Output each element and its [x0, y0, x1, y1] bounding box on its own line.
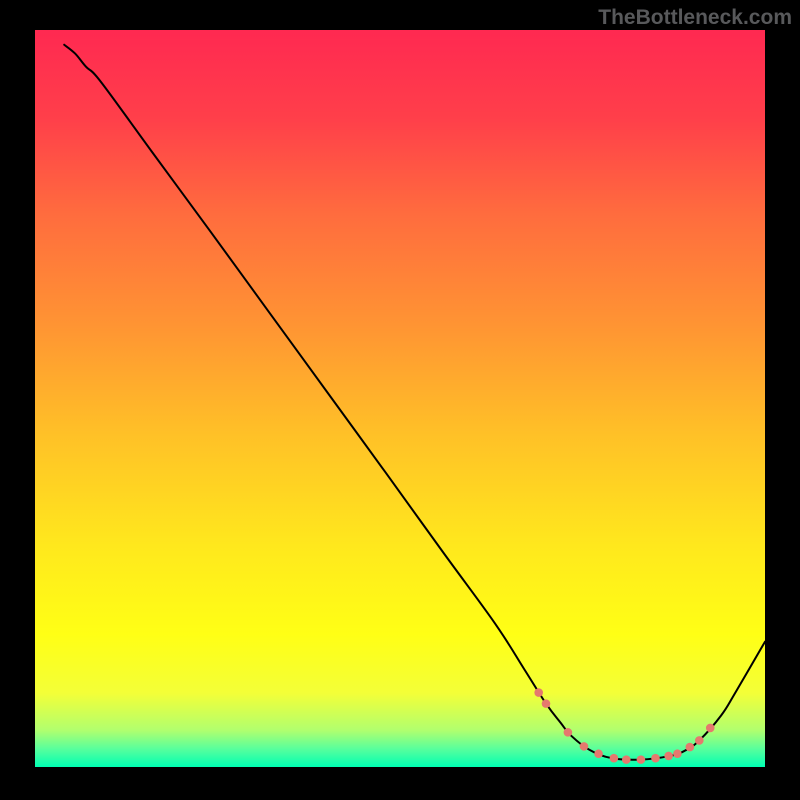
- curve-marker: [686, 743, 695, 752]
- curve-marker: [622, 755, 631, 764]
- curve-marker: [706, 724, 715, 733]
- curve-marker: [594, 749, 603, 758]
- chart-container: TheBottleneck.com: [0, 0, 800, 800]
- curve-marker: [542, 699, 551, 708]
- curve-marker: [695, 736, 704, 745]
- curve-marker: [610, 754, 619, 763]
- watermark-text: TheBottleneck.com: [598, 6, 792, 30]
- curve-marker: [564, 728, 573, 737]
- curve-marker: [637, 755, 646, 764]
- chart-svg: [35, 30, 765, 767]
- curve-marker: [651, 754, 660, 763]
- curve-marker: [580, 742, 589, 751]
- curve-marker: [673, 749, 682, 758]
- curve-marker: [534, 688, 543, 697]
- curve-marker: [664, 752, 673, 761]
- plot-area: [35, 30, 765, 767]
